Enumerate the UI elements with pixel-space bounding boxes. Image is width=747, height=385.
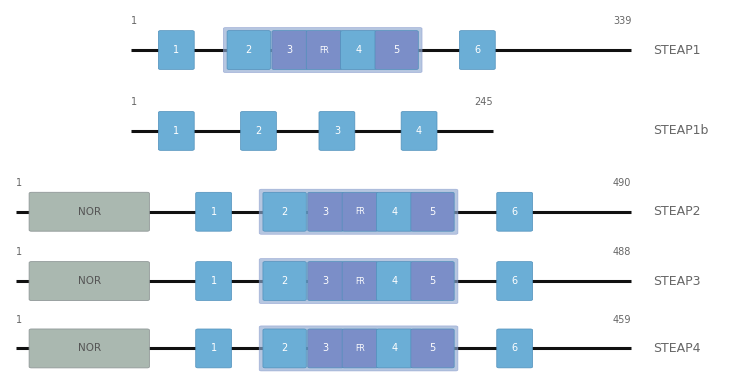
Text: 2: 2 <box>246 45 252 55</box>
Text: 1: 1 <box>173 45 179 55</box>
Text: 339: 339 <box>613 16 631 26</box>
Text: 4: 4 <box>356 45 362 55</box>
FancyBboxPatch shape <box>375 31 418 69</box>
Text: STEAP1b: STEAP1b <box>654 124 709 137</box>
FancyBboxPatch shape <box>272 31 308 69</box>
Text: 5: 5 <box>430 276 436 286</box>
Text: 4: 4 <box>416 126 422 136</box>
FancyBboxPatch shape <box>308 192 344 231</box>
FancyBboxPatch shape <box>223 27 422 72</box>
FancyBboxPatch shape <box>376 192 412 231</box>
Text: 1: 1 <box>211 207 217 217</box>
FancyBboxPatch shape <box>497 329 533 368</box>
Text: 245: 245 <box>474 97 493 107</box>
Text: 6: 6 <box>512 276 518 286</box>
Text: 6: 6 <box>512 207 518 217</box>
FancyBboxPatch shape <box>227 31 270 69</box>
Text: 1: 1 <box>211 343 217 353</box>
Text: 1: 1 <box>16 247 22 257</box>
FancyBboxPatch shape <box>259 259 458 303</box>
Text: FR: FR <box>355 276 365 286</box>
Text: FR: FR <box>319 45 329 55</box>
FancyBboxPatch shape <box>401 112 437 150</box>
Text: 459: 459 <box>613 315 631 325</box>
FancyBboxPatch shape <box>241 112 276 150</box>
FancyBboxPatch shape <box>497 192 533 231</box>
Text: 4: 4 <box>391 207 397 217</box>
FancyBboxPatch shape <box>263 329 306 368</box>
Text: 6: 6 <box>474 45 480 55</box>
FancyBboxPatch shape <box>263 262 306 300</box>
FancyBboxPatch shape <box>319 112 355 150</box>
FancyBboxPatch shape <box>259 189 458 234</box>
Text: 3: 3 <box>334 126 340 136</box>
Text: 2: 2 <box>255 126 261 136</box>
Text: 1: 1 <box>16 178 22 188</box>
FancyBboxPatch shape <box>411 192 454 231</box>
FancyBboxPatch shape <box>306 31 342 69</box>
Text: STEAP1: STEAP1 <box>654 44 701 57</box>
Text: STEAP2: STEAP2 <box>654 205 701 218</box>
Text: 5: 5 <box>430 343 436 353</box>
Text: 490: 490 <box>613 178 631 188</box>
FancyBboxPatch shape <box>263 192 306 231</box>
Text: 2: 2 <box>282 343 288 353</box>
Text: 1: 1 <box>16 315 22 325</box>
FancyBboxPatch shape <box>259 326 458 371</box>
Text: NOR: NOR <box>78 207 101 217</box>
Text: 488: 488 <box>613 247 631 257</box>
FancyBboxPatch shape <box>342 192 378 231</box>
Text: FR: FR <box>355 207 365 216</box>
Text: 4: 4 <box>391 343 397 353</box>
FancyBboxPatch shape <box>196 262 232 300</box>
FancyBboxPatch shape <box>411 262 454 300</box>
Text: STEAP3: STEAP3 <box>654 275 701 288</box>
FancyBboxPatch shape <box>29 192 149 231</box>
FancyBboxPatch shape <box>342 262 378 300</box>
FancyBboxPatch shape <box>308 329 344 368</box>
Text: NOR: NOR <box>78 343 101 353</box>
Text: 3: 3 <box>323 207 329 217</box>
FancyBboxPatch shape <box>308 262 344 300</box>
FancyBboxPatch shape <box>196 192 232 231</box>
FancyBboxPatch shape <box>411 329 454 368</box>
Text: 1: 1 <box>211 276 217 286</box>
FancyBboxPatch shape <box>376 329 412 368</box>
FancyBboxPatch shape <box>341 31 376 69</box>
Text: 1: 1 <box>131 97 137 107</box>
Text: STEAP4: STEAP4 <box>654 342 701 355</box>
Text: 2: 2 <box>282 207 288 217</box>
Text: 5: 5 <box>430 207 436 217</box>
FancyBboxPatch shape <box>376 262 412 300</box>
Text: 1: 1 <box>131 16 137 26</box>
FancyBboxPatch shape <box>196 329 232 368</box>
FancyBboxPatch shape <box>158 112 194 150</box>
Text: 1: 1 <box>173 126 179 136</box>
Text: 4: 4 <box>391 276 397 286</box>
FancyBboxPatch shape <box>342 329 378 368</box>
Text: NOR: NOR <box>78 276 101 286</box>
Text: 3: 3 <box>323 276 329 286</box>
Text: 3: 3 <box>287 45 293 55</box>
Text: FR: FR <box>355 344 365 353</box>
Text: 3: 3 <box>323 343 329 353</box>
Text: 2: 2 <box>282 276 288 286</box>
FancyBboxPatch shape <box>158 31 194 69</box>
FancyBboxPatch shape <box>497 262 533 300</box>
Text: 6: 6 <box>512 343 518 353</box>
FancyBboxPatch shape <box>459 31 495 69</box>
FancyBboxPatch shape <box>29 329 149 368</box>
Text: 5: 5 <box>394 45 400 55</box>
FancyBboxPatch shape <box>29 262 149 300</box>
